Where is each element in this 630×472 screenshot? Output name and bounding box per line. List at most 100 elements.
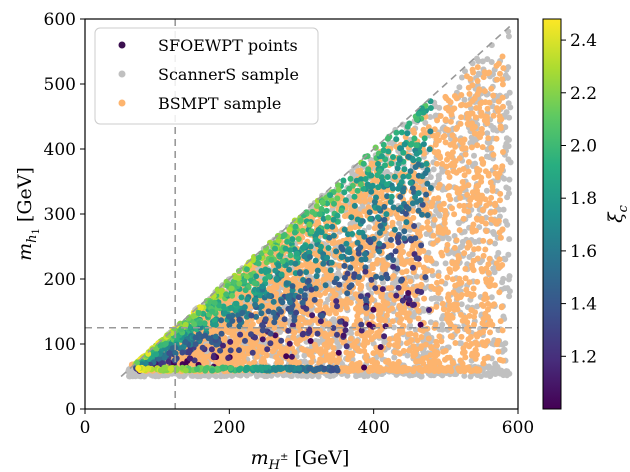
bsmpt-point bbox=[452, 340, 458, 346]
bsmpt-point bbox=[369, 359, 375, 365]
bsmpt-point bbox=[265, 303, 271, 309]
bsmpt-point bbox=[485, 106, 491, 112]
bsmpt-point bbox=[465, 245, 471, 251]
bsmpt-point bbox=[436, 273, 442, 279]
bsmpt-point bbox=[460, 350, 466, 356]
bsmpt-point bbox=[315, 219, 321, 225]
scanners-point bbox=[503, 218, 509, 224]
bsmpt-point bbox=[474, 216, 480, 222]
bsmpt-point bbox=[471, 286, 477, 292]
bsmpt-point bbox=[485, 301, 491, 307]
bsmpt-point bbox=[376, 312, 382, 318]
bsmpt-point bbox=[474, 188, 480, 194]
bsmpt-point bbox=[381, 260, 387, 266]
bsmpt-point bbox=[418, 345, 424, 351]
bsmpt-point bbox=[496, 289, 502, 295]
bsmpt-point bbox=[472, 96, 478, 102]
bsmpt-point bbox=[500, 65, 506, 71]
scanners-point bbox=[507, 288, 513, 294]
bsmpt-point bbox=[434, 117, 440, 123]
bsmpt-point bbox=[443, 139, 449, 145]
bsmpt-point bbox=[424, 326, 430, 332]
bsmpt-point bbox=[320, 277, 326, 283]
bsmpt-point bbox=[475, 78, 481, 84]
bsmpt-point bbox=[473, 340, 479, 346]
bsmpt-point bbox=[454, 295, 460, 301]
bsmpt-point bbox=[357, 168, 363, 174]
bsmpt-point bbox=[451, 302, 457, 308]
bsmpt-point bbox=[460, 140, 466, 146]
bsmpt-point bbox=[413, 332, 419, 338]
scanners-point bbox=[471, 153, 477, 159]
bsmpt-point bbox=[476, 105, 482, 111]
bsmpt-point bbox=[495, 174, 501, 180]
bsmpt-point bbox=[308, 359, 314, 365]
scanners-point bbox=[456, 220, 462, 226]
bsmpt-point bbox=[473, 332, 479, 338]
bsmpt-point bbox=[442, 94, 448, 100]
bsmpt-point bbox=[444, 247, 450, 253]
bsmpt-point bbox=[404, 268, 410, 274]
bsmpt-point bbox=[500, 104, 506, 110]
bsmpt-point bbox=[256, 344, 262, 350]
scanners-point bbox=[458, 244, 464, 250]
bsmpt-point bbox=[470, 67, 476, 73]
bsmpt-point bbox=[434, 161, 440, 167]
bsmpt-point bbox=[454, 237, 460, 243]
bsmpt-point bbox=[406, 310, 412, 316]
bsmpt-point bbox=[449, 112, 455, 118]
bsmpt-point bbox=[469, 144, 475, 150]
scanners-point bbox=[302, 358, 308, 364]
bsmpt-point bbox=[342, 213, 348, 219]
bsmpt-point bbox=[406, 251, 412, 257]
bsmpt-point bbox=[497, 113, 503, 119]
bsmpt-point bbox=[500, 54, 506, 60]
bsmpt-point bbox=[500, 327, 506, 333]
bsmpt-point bbox=[440, 301, 446, 307]
bsmpt-point bbox=[466, 169, 472, 175]
bsmpt-point bbox=[397, 330, 403, 336]
bsmpt-point bbox=[467, 76, 473, 82]
bsmpt-point bbox=[467, 91, 473, 97]
bsmpt-point bbox=[457, 203, 463, 209]
bsmpt-point bbox=[486, 283, 492, 289]
bsmpt-point bbox=[443, 164, 449, 170]
bsmpt-point bbox=[491, 113, 497, 119]
bsmpt-point bbox=[437, 153, 443, 159]
bsmpt-point bbox=[433, 304, 439, 310]
bsmpt-point bbox=[417, 358, 423, 364]
scanners-point bbox=[504, 194, 510, 200]
bsmpt-point bbox=[434, 280, 440, 286]
bsmpt-point bbox=[469, 225, 475, 231]
bsmpt-point bbox=[449, 333, 455, 339]
bsmpt-point bbox=[488, 86, 494, 92]
bsmpt-point bbox=[498, 235, 504, 241]
bsmpt-point bbox=[407, 318, 413, 324]
bsmpt-point bbox=[326, 357, 332, 363]
bsmpt-point bbox=[447, 269, 453, 275]
bsmpt-point bbox=[466, 336, 472, 342]
bsmpt-point bbox=[431, 233, 437, 239]
bsmpt-point bbox=[430, 360, 436, 366]
scanners-point bbox=[439, 322, 445, 328]
scanners-point bbox=[506, 177, 512, 183]
bsmpt-point bbox=[271, 325, 277, 331]
bsmpt-point bbox=[369, 314, 375, 320]
bsmpt-point bbox=[390, 318, 396, 324]
scanners-point bbox=[501, 207, 507, 213]
bsmpt-point bbox=[452, 93, 458, 99]
bsmpt-point bbox=[442, 357, 448, 363]
bsmpt-point bbox=[457, 195, 463, 201]
bsmpt-point bbox=[442, 220, 448, 226]
bsmpt-point bbox=[459, 334, 465, 340]
bsmpt-point bbox=[441, 306, 447, 312]
bsmpt-point bbox=[236, 339, 242, 345]
bsmpt-point bbox=[483, 228, 489, 234]
bsmpt-point bbox=[305, 348, 311, 354]
bsmpt-point bbox=[443, 105, 449, 111]
bsmpt-point bbox=[429, 258, 435, 264]
bsmpt-point bbox=[447, 321, 453, 327]
bsmpt-point bbox=[451, 105, 457, 111]
bsmpt-point bbox=[487, 329, 493, 335]
bsmpt-point bbox=[278, 360, 284, 366]
